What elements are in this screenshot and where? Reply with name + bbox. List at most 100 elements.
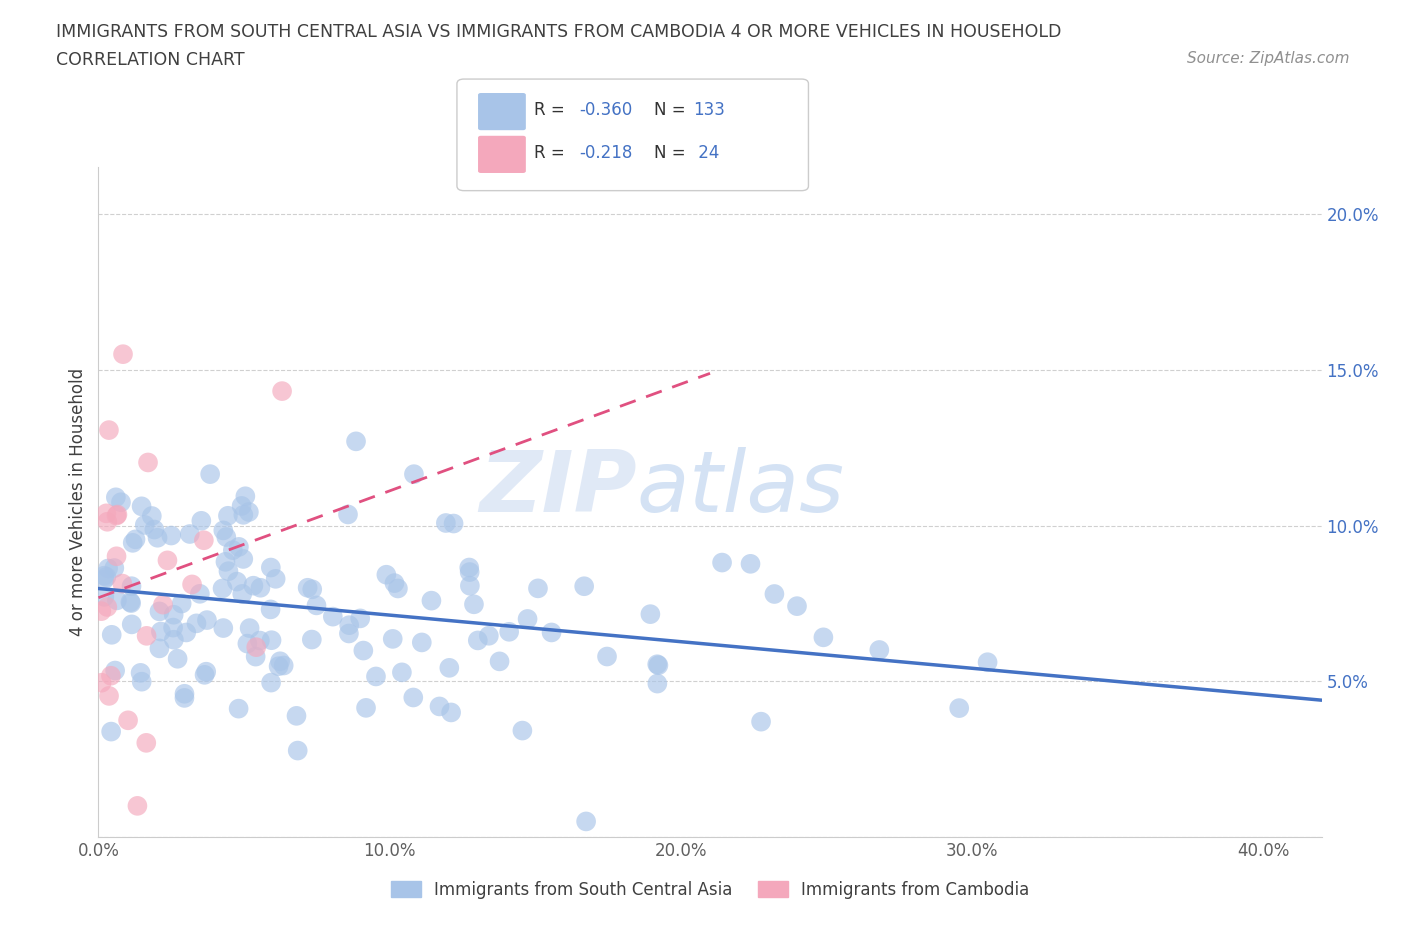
Point — [174, 625, 197, 640]
Point — [596, 649, 619, 664]
Point — [146, 530, 169, 545]
Point — [647, 676, 669, 691]
Point — [868, 643, 890, 658]
Point — [100, 724, 122, 739]
Point — [120, 595, 142, 610]
Point — [305, 598, 328, 613]
Point — [269, 654, 291, 669]
Point — [93, 590, 115, 604]
Point — [297, 580, 319, 595]
Point — [90, 675, 112, 690]
Point — [354, 700, 377, 715]
Point — [120, 594, 142, 609]
Point — [96, 514, 118, 529]
Point — [232, 508, 254, 523]
Text: N =: N = — [654, 143, 690, 162]
Point — [516, 612, 538, 627]
Point — [129, 666, 152, 681]
Point — [434, 515, 457, 530]
Point — [260, 632, 283, 647]
Point — [96, 569, 118, 584]
Point — [136, 455, 159, 470]
Point — [135, 629, 157, 644]
Point — [478, 629, 501, 644]
Point — [391, 665, 413, 680]
Point — [110, 495, 132, 510]
Point — [96, 506, 118, 521]
Point — [249, 633, 271, 648]
Point — [104, 490, 127, 505]
Text: 133: 133 — [693, 100, 725, 119]
Text: R =: R = — [534, 143, 571, 162]
Point — [152, 597, 174, 612]
Point — [198, 467, 221, 482]
Point — [572, 578, 595, 593]
Point — [90, 604, 112, 618]
Point — [711, 555, 734, 570]
Point — [273, 658, 295, 673]
Point — [239, 620, 262, 635]
Point — [228, 539, 250, 554]
Point — [107, 507, 129, 522]
Point — [105, 508, 128, 523]
Point — [217, 564, 239, 578]
Text: Source: ZipAtlas.com: Source: ZipAtlas.com — [1187, 51, 1350, 66]
Point — [117, 713, 139, 728]
Point — [111, 577, 134, 591]
Point — [232, 551, 254, 566]
Point — [131, 674, 153, 689]
Point — [236, 636, 259, 651]
Point — [141, 509, 163, 524]
Point — [364, 669, 387, 684]
Point — [173, 690, 195, 705]
Point — [215, 529, 238, 544]
Point — [238, 505, 260, 520]
Point — [337, 626, 360, 641]
Point — [271, 384, 294, 399]
Point — [121, 578, 143, 593]
Point — [381, 631, 404, 646]
Point — [647, 658, 669, 672]
Point — [226, 574, 249, 589]
Point — [160, 528, 183, 543]
Point — [105, 549, 128, 564]
Point — [193, 668, 215, 683]
Point — [217, 509, 239, 524]
Legend: Immigrants from South Central Asia, Immigrants from Cambodia: Immigrants from South Central Asia, Immi… — [384, 874, 1036, 906]
Point — [186, 616, 208, 631]
Point — [429, 699, 451, 714]
Y-axis label: 4 or more Vehicles in Household: 4 or more Vehicles in Household — [69, 368, 87, 636]
Point — [121, 617, 143, 631]
Point — [402, 690, 425, 705]
Point — [100, 669, 122, 684]
Point — [163, 632, 186, 647]
Point — [575, 814, 598, 829]
Point — [97, 422, 120, 437]
Point — [375, 567, 398, 582]
Point — [105, 593, 128, 608]
Point — [211, 581, 233, 596]
Point — [156, 553, 179, 568]
Point — [111, 347, 134, 362]
Point — [420, 593, 443, 608]
Point — [285, 709, 308, 724]
Point — [214, 554, 236, 569]
Point — [96, 600, 118, 615]
Point — [149, 624, 172, 639]
Point — [322, 609, 344, 624]
Point — [439, 660, 461, 675]
Point — [337, 618, 360, 632]
Text: ZIP: ZIP — [479, 447, 637, 530]
Point — [467, 633, 489, 648]
Point — [352, 644, 374, 658]
Point — [195, 664, 218, 679]
Point — [740, 556, 762, 571]
Point — [235, 489, 257, 504]
Point — [813, 630, 835, 644]
Point — [242, 578, 264, 593]
Point — [148, 604, 170, 618]
Point — [301, 632, 323, 647]
Point — [948, 700, 970, 715]
Point — [645, 657, 668, 671]
Point — [181, 577, 204, 591]
